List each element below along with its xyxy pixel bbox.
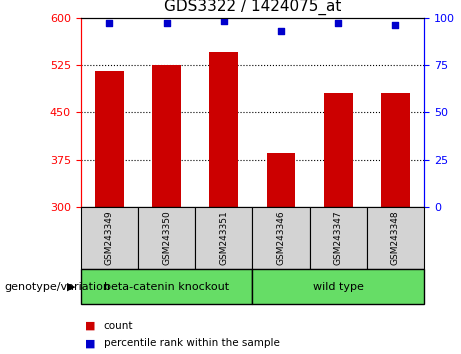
Bar: [253, 207, 310, 269]
Bar: [253, 269, 424, 304]
Point: [335, 21, 342, 26]
Text: GSM243349: GSM243349: [105, 210, 114, 265]
Bar: [152, 65, 181, 207]
Point: [163, 21, 170, 26]
Bar: [95, 72, 124, 207]
Text: ■: ■: [85, 321, 96, 331]
Text: beta-catenin knockout: beta-catenin knockout: [104, 282, 229, 292]
Text: count: count: [104, 321, 133, 331]
Bar: [209, 52, 238, 207]
Text: percentile rank within the sample: percentile rank within the sample: [104, 338, 280, 348]
Text: GSM243350: GSM243350: [162, 210, 171, 265]
Bar: [324, 93, 353, 207]
Point: [106, 21, 113, 26]
Bar: [310, 207, 367, 269]
Bar: [138, 207, 195, 269]
Text: ▶: ▶: [67, 282, 76, 292]
Point: [278, 28, 285, 34]
Text: GSM243346: GSM243346: [277, 210, 285, 265]
Bar: [81, 207, 138, 269]
Title: GDS3322 / 1424075_at: GDS3322 / 1424075_at: [164, 0, 341, 15]
Point: [220, 19, 227, 24]
Text: GSM243347: GSM243347: [334, 210, 343, 265]
Bar: [267, 153, 296, 207]
Text: genotype/variation: genotype/variation: [5, 282, 111, 292]
Bar: [81, 269, 253, 304]
Text: GSM243351: GSM243351: [219, 210, 228, 265]
Bar: [381, 93, 410, 207]
Text: ■: ■: [85, 338, 96, 348]
Text: wild type: wild type: [313, 282, 364, 292]
Text: GSM243348: GSM243348: [391, 210, 400, 265]
Bar: [367, 207, 424, 269]
Point: [392, 22, 399, 28]
Bar: [195, 207, 253, 269]
